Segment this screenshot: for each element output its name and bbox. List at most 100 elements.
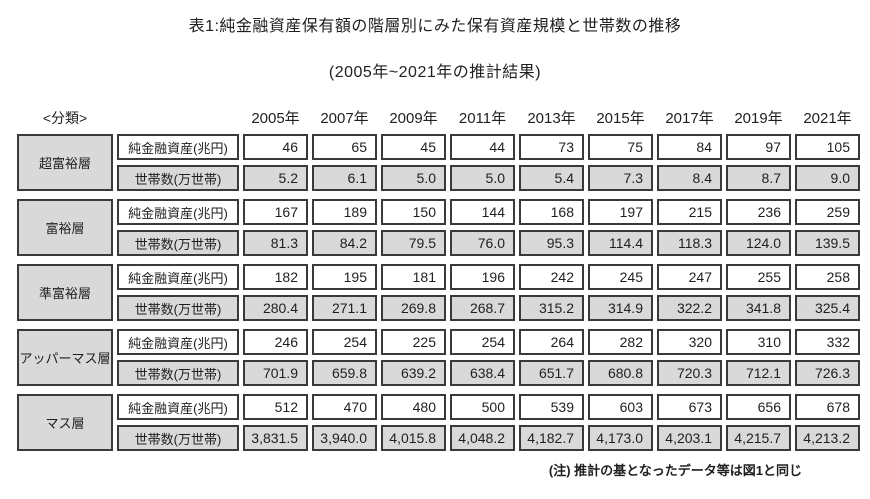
household-value: 4,203.1 bbox=[657, 425, 722, 451]
household-value: 7.3 bbox=[588, 165, 653, 191]
asset-value: 225 bbox=[381, 329, 446, 355]
household-value: 280.4 bbox=[243, 295, 308, 321]
asset-value: 678 bbox=[795, 394, 860, 420]
row-label-households: 世帯数(万世帯) bbox=[117, 360, 239, 386]
tier-group-upper-mass: アッパーマス層 純金融資産(兆円) 246 254 225 254 264 28… bbox=[17, 329, 870, 386]
row-label-assets: 純金融資産(兆円) bbox=[117, 394, 239, 420]
asset-value: 470 bbox=[312, 394, 377, 420]
household-value: 4,173.0 bbox=[588, 425, 653, 451]
row-label-households: 世帯数(万世帯) bbox=[117, 295, 239, 321]
asset-value: 181 bbox=[381, 264, 446, 290]
tier-group-semi-wealthy: 準富裕層 純金融資産(兆円) 182 195 181 196 242 245 2… bbox=[17, 264, 870, 321]
asset-value: 75 bbox=[588, 134, 653, 160]
row-label-households: 世帯数(万世帯) bbox=[117, 165, 239, 191]
asset-value: 259 bbox=[795, 199, 860, 225]
tier-name: マス層 bbox=[17, 394, 113, 451]
asset-value: 320 bbox=[657, 329, 722, 355]
year-header: 2009年 bbox=[389, 110, 438, 127]
year-header: 2011年 bbox=[458, 110, 507, 127]
tier-group-mass: マス層 純金融資産(兆円) 512 470 480 500 539 603 67… bbox=[17, 394, 870, 451]
household-value: 325.4 bbox=[795, 295, 860, 321]
year-header: 2021年 bbox=[803, 110, 852, 127]
household-value: 5.2 bbox=[243, 165, 308, 191]
household-value: 8.7 bbox=[726, 165, 791, 191]
household-value: 124.0 bbox=[726, 230, 791, 256]
household-value: 680.8 bbox=[588, 360, 653, 386]
asset-value: 255 bbox=[726, 264, 791, 290]
household-value: 5.0 bbox=[450, 165, 515, 191]
row-label-assets: 純金融資産(兆円) bbox=[117, 199, 239, 225]
household-value: 114.4 bbox=[588, 230, 653, 256]
asset-value: 65 bbox=[312, 134, 377, 160]
asset-value: 480 bbox=[381, 394, 446, 420]
asset-value: 73 bbox=[519, 134, 584, 160]
asset-value: 144 bbox=[450, 199, 515, 225]
household-value: 3,831.5 bbox=[243, 425, 308, 451]
asset-value: 45 bbox=[381, 134, 446, 160]
asset-value: 97 bbox=[726, 134, 791, 160]
table-subtitle: (2005年~2021年の推計結果) bbox=[328, 64, 542, 81]
household-value: 79.5 bbox=[381, 230, 446, 256]
asset-value: 195 bbox=[312, 264, 377, 290]
household-value: 4,048.2 bbox=[450, 425, 515, 451]
row-label-assets: 純金融資産(兆円) bbox=[117, 264, 239, 290]
household-value: 659.8 bbox=[312, 360, 377, 386]
household-value: 118.3 bbox=[657, 230, 722, 256]
asset-value: 150 bbox=[381, 199, 446, 225]
asset-value: 246 bbox=[243, 329, 308, 355]
year-header: 2017年 bbox=[665, 110, 714, 127]
row-label-households: 世帯数(万世帯) bbox=[117, 230, 239, 256]
household-value: 8.4 bbox=[657, 165, 722, 191]
asset-value: 197 bbox=[588, 199, 653, 225]
household-value: 268.7 bbox=[450, 295, 515, 321]
household-value: 4,215.7 bbox=[726, 425, 791, 451]
household-value: 712.1 bbox=[726, 360, 791, 386]
tier-name: 準富裕層 bbox=[17, 264, 113, 321]
asset-value: 247 bbox=[657, 264, 722, 290]
household-value: 81.3 bbox=[243, 230, 308, 256]
data-table: <分類> 2005年 2007年 2009年 2011年 2013年 2015年… bbox=[17, 107, 870, 451]
household-value: 269.8 bbox=[381, 295, 446, 321]
year-header: 2005年 bbox=[251, 110, 300, 127]
household-value: 4,182.7 bbox=[519, 425, 584, 451]
asset-value: 182 bbox=[243, 264, 308, 290]
asset-value: 512 bbox=[243, 394, 308, 420]
household-value: 5.0 bbox=[381, 165, 446, 191]
year-header: 2007年 bbox=[320, 110, 369, 127]
asset-value: 254 bbox=[450, 329, 515, 355]
household-value: 4,213.2 bbox=[795, 425, 860, 451]
tier-name: アッパーマス層 bbox=[17, 329, 113, 386]
table-title: 表1:純金融資産保有額の階層別にみた保有資産規模と世帯数の推移 bbox=[188, 18, 682, 35]
asset-value: 539 bbox=[519, 394, 584, 420]
row-label-assets: 純金融資産(兆円) bbox=[117, 329, 239, 355]
household-value: 341.8 bbox=[726, 295, 791, 321]
asset-value: 242 bbox=[519, 264, 584, 290]
asset-value: 282 bbox=[588, 329, 653, 355]
household-value: 314.9 bbox=[588, 295, 653, 321]
tier-group-super-wealthy: 超富裕層 純金融資産(兆円) 46 65 45 44 73 75 84 97 1… bbox=[17, 134, 870, 191]
household-value: 139.5 bbox=[795, 230, 860, 256]
tier-name: 超富裕層 bbox=[17, 134, 113, 191]
footnote: (注) 推計の基となったデータ等は図1と同じ bbox=[548, 463, 802, 478]
household-value: 84.2 bbox=[312, 230, 377, 256]
asset-value: 46 bbox=[243, 134, 308, 160]
asset-value: 196 bbox=[450, 264, 515, 290]
household-value: 5.4 bbox=[519, 165, 584, 191]
asset-value: 310 bbox=[726, 329, 791, 355]
asset-value: 189 bbox=[312, 199, 377, 225]
asset-value: 264 bbox=[519, 329, 584, 355]
asset-value: 656 bbox=[726, 394, 791, 420]
year-header-row: <分類> 2005年 2007年 2009年 2011年 2013年 2015年… bbox=[17, 107, 870, 128]
row-label-assets: 純金融資産(兆円) bbox=[117, 134, 239, 160]
classification-header: <分類> bbox=[42, 110, 88, 126]
household-value: 720.3 bbox=[657, 360, 722, 386]
household-value: 271.1 bbox=[312, 295, 377, 321]
household-value: 701.9 bbox=[243, 360, 308, 386]
asset-value: 167 bbox=[243, 199, 308, 225]
household-value: 95.3 bbox=[519, 230, 584, 256]
tier-name: 富裕層 bbox=[17, 199, 113, 256]
household-value: 6.1 bbox=[312, 165, 377, 191]
asset-value: 500 bbox=[450, 394, 515, 420]
household-value: 638.4 bbox=[450, 360, 515, 386]
